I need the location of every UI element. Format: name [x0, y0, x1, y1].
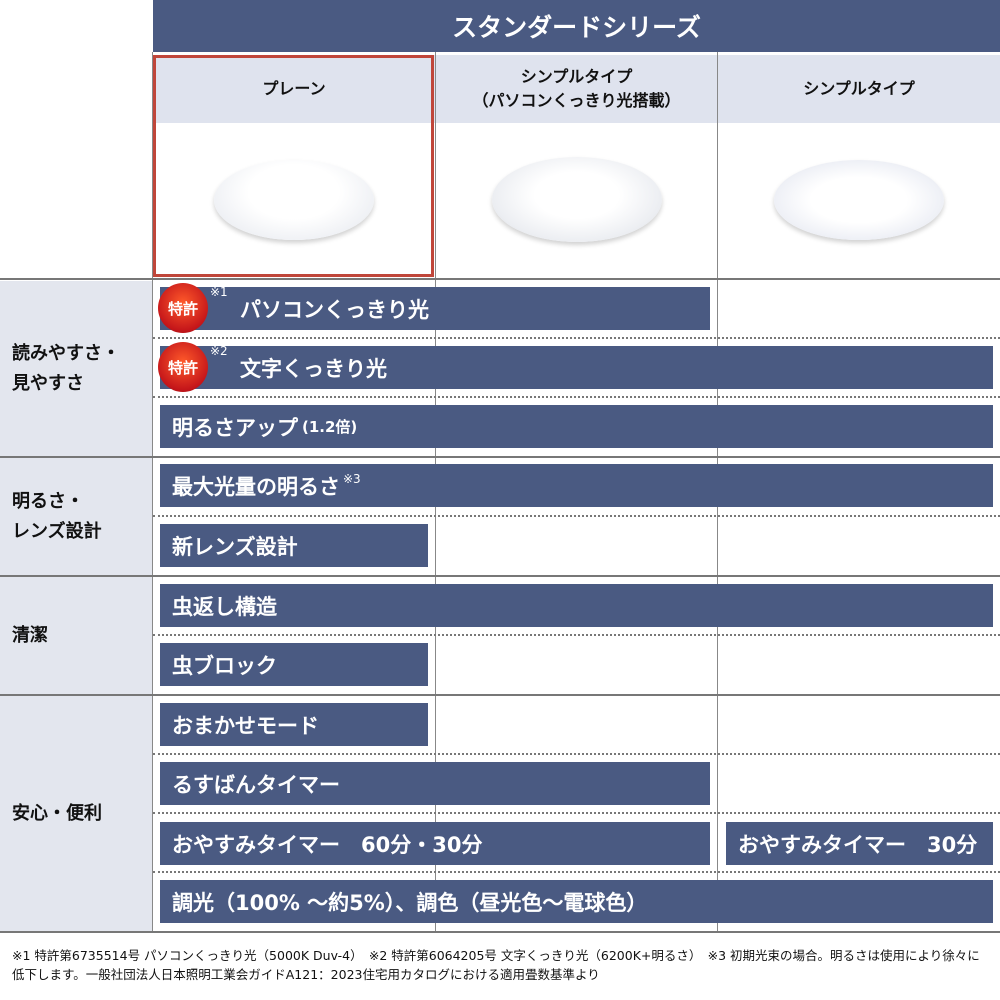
feature-rusuban: るすばんタイマー	[160, 762, 710, 805]
section-label: レンズ設計	[12, 521, 102, 542]
feature-omakase: おまかせモード	[160, 703, 428, 746]
dotted-divider	[153, 812, 1000, 814]
dotted-divider	[153, 337, 1000, 339]
feature-label: 最大光量の明るさ	[172, 474, 340, 499]
feature-sub: (1.2倍)	[302, 418, 358, 436]
footnote-ref: ※1	[210, 285, 228, 299]
dotted-divider	[153, 753, 1000, 755]
dotted-divider	[153, 515, 1000, 517]
section-label: 見やすさ	[12, 373, 84, 394]
series-header: スタンダードシリーズ	[153, 0, 1000, 52]
section-label: 読みやすさ・	[12, 343, 120, 364]
column-simple: シンプルタイプ	[718, 55, 1000, 123]
section-readability: 読みやすさ・ 見やすさ	[0, 281, 152, 457]
divider	[0, 456, 1000, 458]
footnote-ref: ※3	[343, 472, 361, 486]
divider	[0, 278, 1000, 280]
feature-bug-return: 虫返し構造	[160, 584, 993, 627]
footnote-ref: ※2	[210, 344, 228, 358]
section-brightness: 明るさ・ レンズ設計	[0, 458, 152, 576]
feature-label: 明るさアップ	[172, 415, 298, 440]
product-image-simple-pc	[436, 123, 717, 276]
feature-label: パソコンくっきり光	[240, 297, 429, 322]
product-image-plain	[153, 123, 435, 276]
patent-badge: 特許	[158, 342, 208, 392]
section-cleanliness: 清潔	[0, 577, 152, 695]
section-label: 明るさ・	[12, 491, 84, 512]
feature-pc-light: パソコンくっきり光	[160, 287, 710, 330]
column-name: シンプルタイプ	[520, 67, 633, 86]
feature-bug-block: 虫ブロック	[160, 643, 428, 686]
dotted-divider	[153, 871, 1000, 873]
feature-max-light: 最大光量の明るさ ※3	[160, 464, 993, 507]
column-simple-pc: シンプルタイプ （パソコンくっきり光搭載）	[436, 55, 717, 123]
feature-dimming: 調光（100% ～約5%）、調色（昼光色～電球色）	[160, 880, 993, 923]
divider	[0, 694, 1000, 696]
feature-bright-up: 明るさアップ (1.2倍)	[160, 405, 993, 448]
dotted-divider	[153, 634, 1000, 636]
divider	[152, 52, 153, 932]
column-subname: （パソコンくっきり光搭載）	[472, 91, 681, 110]
patent-badge: 特許	[158, 283, 208, 333]
feature-label: 文字くっきり光	[240, 356, 387, 381]
divider	[0, 575, 1000, 577]
footnote: ※1 特許第6735514号 パソコンくっきり光（5000K Duv-4） ※2…	[12, 948, 980, 982]
column-plain: プレーン	[153, 55, 435, 123]
feature-oyasumi-30: おやすみタイマー 30分	[726, 822, 993, 865]
product-image-simple	[718, 123, 1000, 276]
dotted-divider	[153, 396, 1000, 398]
feature-text-light: 文字くっきり光	[160, 346, 993, 389]
selected-highlight	[153, 55, 434, 277]
feature-oyasumi-60-30: おやすみタイマー 60分・30分	[160, 822, 710, 865]
feature-new-lens: 新レンズ設計	[160, 524, 428, 567]
section-convenience: 安心・便利	[0, 696, 152, 932]
divider	[0, 931, 1000, 933]
